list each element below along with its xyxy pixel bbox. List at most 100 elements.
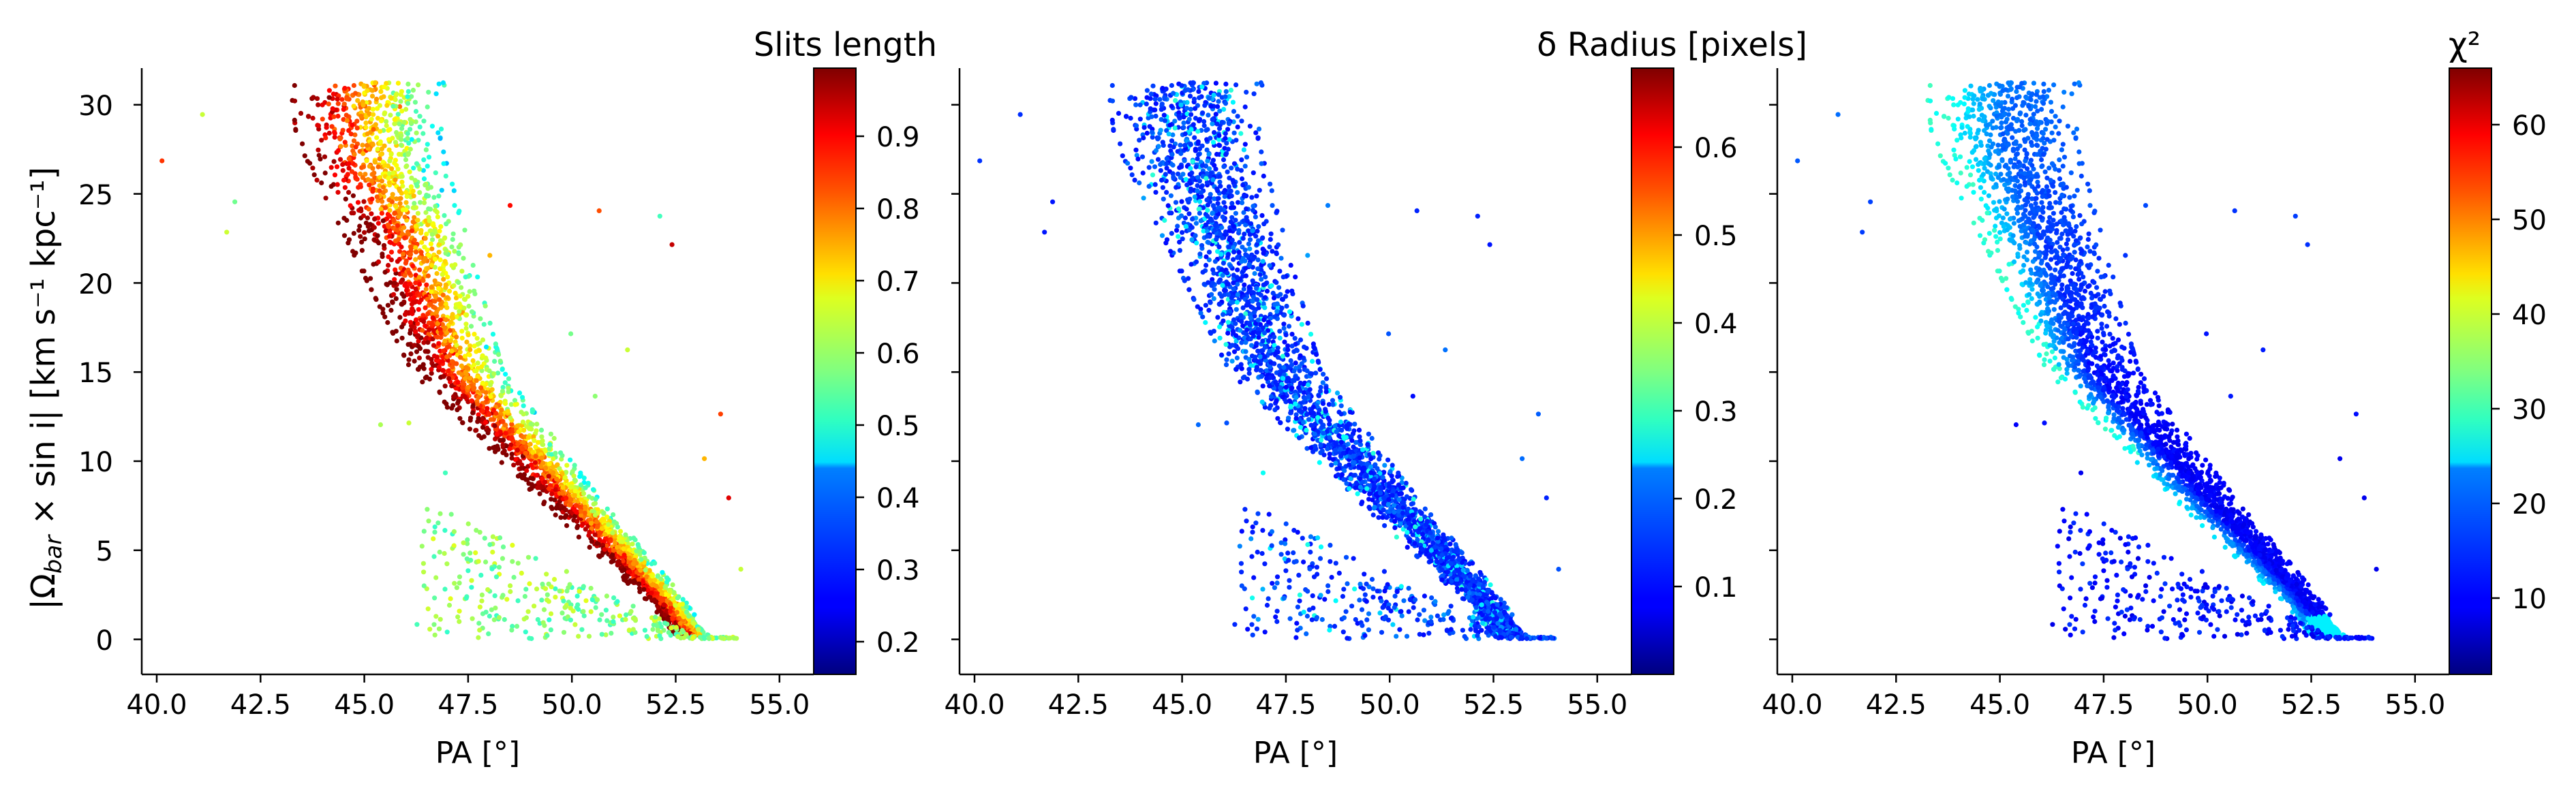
scatter-point bbox=[1482, 580, 1487, 585]
scatter-point bbox=[363, 125, 369, 130]
scatter-point bbox=[1177, 248, 1182, 253]
scatter-point bbox=[551, 470, 556, 475]
scatter-point bbox=[420, 328, 425, 333]
scatter-point bbox=[378, 89, 384, 94]
scatter-point bbox=[412, 300, 418, 305]
scatter-point bbox=[384, 123, 389, 129]
scatter-point bbox=[474, 527, 479, 533]
scatter-point bbox=[523, 629, 528, 635]
scatter-point bbox=[444, 221, 449, 227]
scatter-point bbox=[333, 83, 338, 89]
scatter-point bbox=[1268, 231, 1274, 236]
scatter-point bbox=[491, 617, 497, 623]
scatter-point bbox=[1201, 119, 1207, 124]
scatter-point bbox=[1132, 177, 1137, 183]
scatter-point bbox=[456, 251, 461, 257]
scatter-point bbox=[358, 234, 363, 239]
scatter-point bbox=[516, 429, 521, 435]
scatter-point bbox=[444, 317, 449, 323]
scatter-point bbox=[311, 172, 317, 178]
scatter-point bbox=[1336, 409, 1342, 415]
scatter-point bbox=[1316, 393, 1321, 398]
scatter-point bbox=[324, 125, 329, 130]
scatter-point bbox=[453, 290, 458, 296]
scatter-point bbox=[448, 338, 454, 343]
scatter-point bbox=[1272, 407, 1278, 413]
scatter-point bbox=[414, 249, 419, 255]
scatter-point bbox=[350, 193, 356, 198]
scatter-point bbox=[523, 450, 528, 456]
scatter-point bbox=[460, 420, 465, 426]
scatter-point bbox=[343, 196, 348, 202]
scatter-point bbox=[523, 587, 529, 592]
scatter-point bbox=[320, 116, 325, 122]
scatter-point bbox=[495, 443, 500, 449]
scatter-point bbox=[581, 491, 587, 497]
scatter-point bbox=[604, 618, 610, 623]
scatter-point bbox=[589, 597, 596, 603]
scatter-point bbox=[425, 163, 430, 169]
panel-2: 40.0 42.5 45.0 47.5 50.0 52.5 55.0 PA [°… bbox=[944, 26, 1807, 770]
scatter-point bbox=[421, 569, 427, 575]
scatter-point bbox=[635, 542, 641, 548]
scatter-point bbox=[487, 253, 493, 258]
scatter-point bbox=[433, 91, 439, 97]
scatter-point bbox=[1256, 224, 1261, 230]
scatter-point bbox=[432, 298, 438, 304]
scatter-point bbox=[657, 213, 662, 219]
scatter-point bbox=[500, 556, 506, 561]
scatter-point bbox=[375, 259, 382, 264]
scatter-point bbox=[372, 217, 378, 222]
scatter-point bbox=[1215, 315, 1221, 320]
scatter-point bbox=[384, 103, 390, 108]
scatter-point bbox=[335, 220, 341, 225]
scatter-point bbox=[470, 262, 476, 268]
scatter-point bbox=[1173, 200, 1179, 205]
scatter-point bbox=[468, 324, 474, 329]
scatter-point bbox=[392, 116, 397, 122]
scatter-point bbox=[1186, 211, 1192, 217]
scatter-point bbox=[380, 199, 385, 204]
scatter-point bbox=[523, 615, 530, 621]
scatter-point bbox=[1223, 362, 1229, 368]
scatter-point bbox=[483, 559, 489, 565]
scatter-point bbox=[568, 606, 573, 611]
scatter-point bbox=[454, 585, 460, 591]
scatter-point bbox=[675, 595, 680, 601]
scatter-point bbox=[491, 407, 497, 413]
scatter-point bbox=[644, 634, 649, 640]
scatter-point bbox=[1217, 335, 1223, 341]
scatter-point bbox=[520, 446, 525, 452]
scatter-point bbox=[316, 123, 322, 129]
scatter-point bbox=[371, 262, 376, 267]
scatter-point bbox=[349, 210, 354, 216]
scatter-point bbox=[726, 636, 731, 641]
scatter-point bbox=[483, 420, 489, 425]
scatter-point bbox=[403, 318, 408, 324]
scatter-point bbox=[374, 135, 380, 140]
scatter-point bbox=[686, 614, 692, 619]
scatter-point bbox=[366, 206, 371, 212]
scatter-point bbox=[476, 347, 482, 354]
scatter-point bbox=[459, 285, 464, 290]
scatter-point bbox=[406, 140, 412, 146]
scatter-point bbox=[1164, 189, 1169, 195]
scatter-point bbox=[1183, 223, 1189, 229]
scatter-point bbox=[539, 597, 545, 603]
scatter-point bbox=[425, 340, 431, 345]
scatter-point bbox=[450, 364, 455, 370]
scatter-point bbox=[493, 341, 499, 347]
scatter-point bbox=[394, 163, 399, 168]
scatter-point bbox=[1146, 184, 1152, 189]
scatter-point bbox=[403, 164, 409, 170]
scatter-point bbox=[554, 476, 559, 482]
scatter-point bbox=[500, 388, 506, 394]
scatter-point bbox=[378, 118, 384, 123]
scatter-point bbox=[376, 240, 382, 246]
scatter-point bbox=[418, 228, 424, 233]
scatter-point bbox=[529, 486, 534, 491]
scatter-point bbox=[507, 203, 513, 208]
scatter-point bbox=[433, 614, 439, 619]
scatter-point bbox=[669, 625, 674, 631]
scatter-point bbox=[361, 199, 367, 204]
